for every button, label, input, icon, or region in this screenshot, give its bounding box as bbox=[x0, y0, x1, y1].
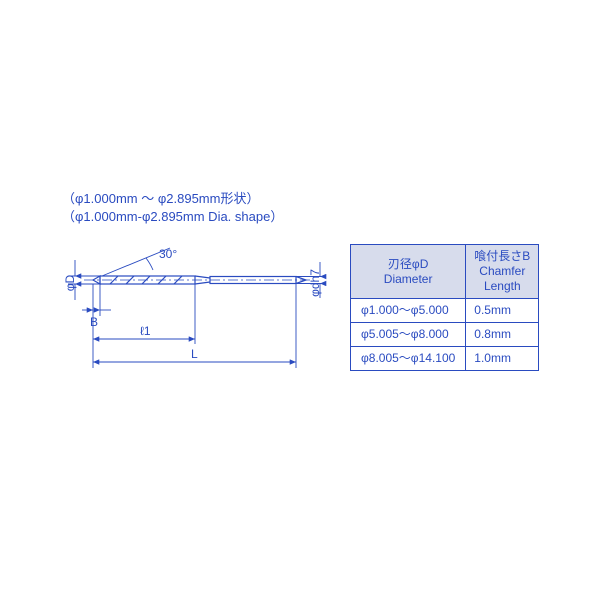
label-B: B bbox=[90, 315, 98, 329]
table-row: φ1.000～φ5.000 0.5mm bbox=[351, 299, 539, 323]
table-row: φ5.005～φ8.000 0.8mm bbox=[351, 323, 539, 347]
col-chamfer-jp: 喰付長さB bbox=[474, 249, 530, 263]
col-chamfer-en1: Chamfer bbox=[479, 264, 525, 278]
col-diameter-jp: 刃径φD bbox=[388, 257, 428, 271]
cell-range: φ5.005～φ8.000 bbox=[351, 323, 466, 347]
col-chamfer-header: 喰付長さB Chamfer Length bbox=[466, 245, 539, 299]
col-diameter-en: Diameter bbox=[384, 272, 433, 286]
cell-range: φ1.000～φ5.000 bbox=[351, 299, 466, 323]
table-row: φ8.005～φ14.100 1.0mm bbox=[351, 347, 539, 371]
reamer-diagram: 30° φD φdh7 B ℓ bbox=[60, 240, 340, 390]
col-chamfer-en2: Length bbox=[484, 279, 521, 293]
caption-en: （φ1.000mm-φ2.895mm Dia. shape） bbox=[62, 206, 283, 225]
cell-range: φ8.005～φ14.100 bbox=[351, 347, 466, 371]
caption-jp: （φ1.000mm ～ φ2.895mm形状） bbox=[62, 188, 259, 207]
label-phi-D: φD bbox=[63, 274, 77, 291]
cell-chamfer: 1.0mm bbox=[466, 347, 539, 371]
label-L: L bbox=[191, 347, 198, 361]
cell-chamfer: 0.8mm bbox=[466, 323, 539, 347]
cell-chamfer: 0.5mm bbox=[466, 299, 539, 323]
figure-canvas: （φ1.000mm ～ φ2.895mm形状） （φ1.000mm-φ2.895… bbox=[0, 0, 600, 600]
label-l1: ℓ1 bbox=[140, 324, 151, 338]
label-phi-dh7: φdh7 bbox=[308, 269, 322, 297]
chamfer-spec-table: 刃径φD Diameter 喰付長さB Chamfer Length φ1.00… bbox=[350, 244, 539, 371]
col-diameter-header: 刃径φD Diameter bbox=[351, 245, 466, 299]
angle-label: 30° bbox=[159, 247, 177, 261]
